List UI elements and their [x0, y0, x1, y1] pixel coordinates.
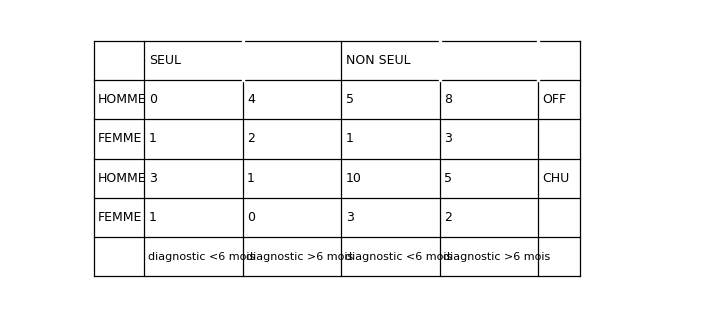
Text: HOMME: HOMME	[98, 172, 147, 185]
Text: FEMME: FEMME	[98, 132, 142, 145]
Text: 5: 5	[346, 93, 354, 106]
Text: diagnostic <6 mois: diagnostic <6 mois	[345, 252, 452, 262]
Text: 1: 1	[149, 211, 157, 224]
Text: CHU: CHU	[542, 172, 570, 185]
Text: FEMME: FEMME	[98, 211, 142, 224]
Text: 3: 3	[149, 172, 157, 185]
Text: 3: 3	[346, 211, 354, 224]
Text: HOMME: HOMME	[98, 93, 147, 106]
Text: diagnostic >6 mois: diagnostic >6 mois	[443, 252, 550, 262]
Text: 2: 2	[247, 132, 255, 145]
Text: 1: 1	[346, 132, 354, 145]
Text: 5: 5	[444, 172, 452, 185]
Text: 4: 4	[247, 93, 255, 106]
Text: OFF: OFF	[542, 93, 567, 106]
Text: 8: 8	[444, 93, 452, 106]
Text: 2: 2	[444, 211, 452, 224]
Text: SEUL: SEUL	[149, 54, 181, 67]
Text: 3: 3	[444, 132, 452, 145]
Text: diagnostic >6 mois: diagnostic >6 mois	[246, 252, 354, 262]
Text: 1: 1	[247, 172, 255, 185]
Text: 0: 0	[247, 211, 255, 224]
Text: 0: 0	[149, 93, 157, 106]
Text: diagnostic <6 mois: diagnostic <6 mois	[147, 252, 255, 262]
Text: NON SEUL: NON SEUL	[346, 54, 410, 67]
Text: 10: 10	[346, 172, 362, 185]
Text: 1: 1	[149, 132, 157, 145]
